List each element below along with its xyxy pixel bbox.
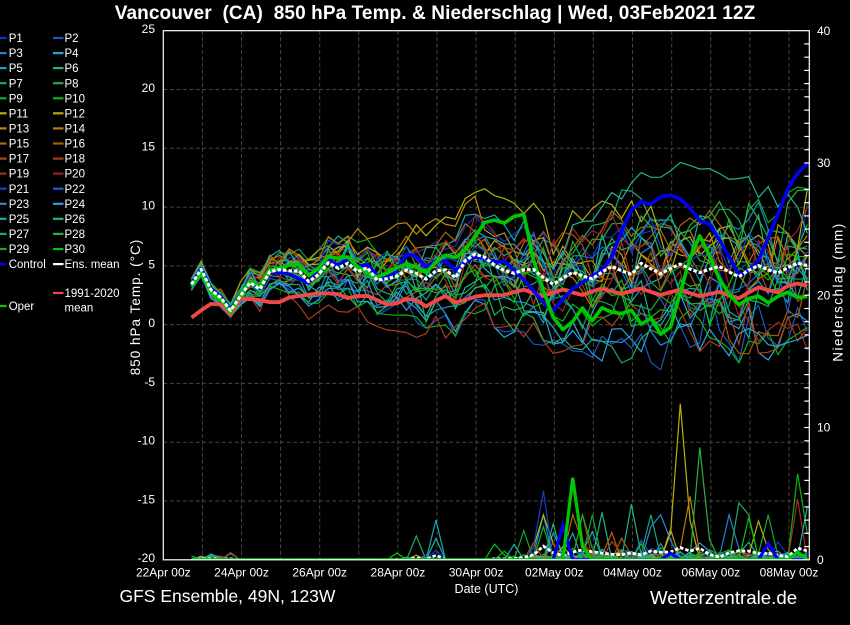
svg-text:02May 00z: 02May 00z [525,566,584,580]
svg-text:P17: P17 [9,154,29,166]
svg-text:-15: -15 [138,492,156,506]
svg-text:06May 00z: 06May 00z [681,566,740,580]
svg-text:08May 00z: 08May 00z [760,566,819,580]
svg-text:P20: P20 [65,169,85,181]
svg-text:P9: P9 [9,93,23,105]
svg-text:26Apr 00z: 26Apr 00z [292,566,347,580]
svg-text:P22: P22 [65,184,85,196]
svg-text:Date (UTC): Date (UTC) [455,582,519,596]
svg-text:0: 0 [148,316,155,330]
svg-text:P29: P29 [9,244,29,256]
svg-text:P4: P4 [65,48,80,60]
svg-text:10: 10 [817,421,831,435]
svg-text:Niederschlag (mm): Niederschlag (mm) [831,222,846,362]
svg-text:GFS Ensemble, 49N, 123W: GFS Ensemble, 49N, 123W [120,586,336,606]
svg-text:P24: P24 [65,199,86,211]
svg-text:-10: -10 [138,434,156,448]
svg-text:mean: mean [65,302,94,314]
svg-text:20: 20 [817,288,831,302]
svg-text:P11: P11 [9,108,29,120]
svg-text:24Apr 00z: 24Apr 00z [214,566,269,580]
svg-text:22Apr 00z: 22Apr 00z [136,566,191,580]
svg-text:P21: P21 [9,184,29,196]
svg-text:P16: P16 [65,139,85,151]
svg-text:P2: P2 [65,33,79,45]
svg-text:0: 0 [817,553,824,567]
svg-text:P25: P25 [9,214,29,226]
svg-text:Ens. mean: Ens. mean [65,259,120,271]
svg-text:25: 25 [142,22,156,36]
svg-text:P23: P23 [9,199,29,211]
svg-text:P14: P14 [65,124,86,136]
svg-text:10: 10 [142,199,156,213]
svg-text:P19: P19 [9,169,29,181]
svg-text:P6: P6 [65,63,79,75]
svg-text:P10: P10 [65,93,85,105]
svg-text:P18: P18 [65,154,85,166]
svg-text:P13: P13 [9,124,29,136]
svg-text:30Apr 00z: 30Apr 00z [449,566,504,580]
svg-text:850 hPa Temp. (°C): 850 hPa Temp. (°C) [128,239,143,375]
svg-text:30: 30 [817,156,831,170]
svg-text:1991-2020: 1991-2020 [65,288,120,300]
svg-text:P5: P5 [9,63,23,75]
svg-text:P26: P26 [65,214,85,226]
svg-text:20: 20 [142,81,156,95]
svg-text:P3: P3 [9,48,23,60]
svg-text:04May 00z: 04May 00z [603,566,662,580]
svg-text:P30: P30 [65,244,85,256]
svg-text:Control: Control [9,259,46,271]
svg-text:P7: P7 [9,78,23,90]
svg-text:P27: P27 [9,229,29,241]
svg-text:28Apr 00z: 28Apr 00z [371,566,426,580]
svg-text:40: 40 [817,24,831,38]
svg-text:5: 5 [148,257,155,271]
svg-text:P12: P12 [65,108,85,120]
svg-text:Wetterzentrale.de: Wetterzentrale.de [650,587,797,608]
svg-text:15: 15 [142,140,156,154]
svg-text:-20: -20 [138,551,156,565]
svg-text:-5: -5 [144,375,155,389]
svg-text:Vancouver (CA) 850 hPa Temp.: Vancouver (CA) 850 hPa Temp. & Niedersch… [115,3,756,24]
svg-text:Oper: Oper [9,301,35,313]
svg-text:P28: P28 [65,229,85,241]
svg-text:P1: P1 [9,33,23,45]
svg-text:P15: P15 [9,139,29,151]
svg-text:P8: P8 [65,78,79,90]
